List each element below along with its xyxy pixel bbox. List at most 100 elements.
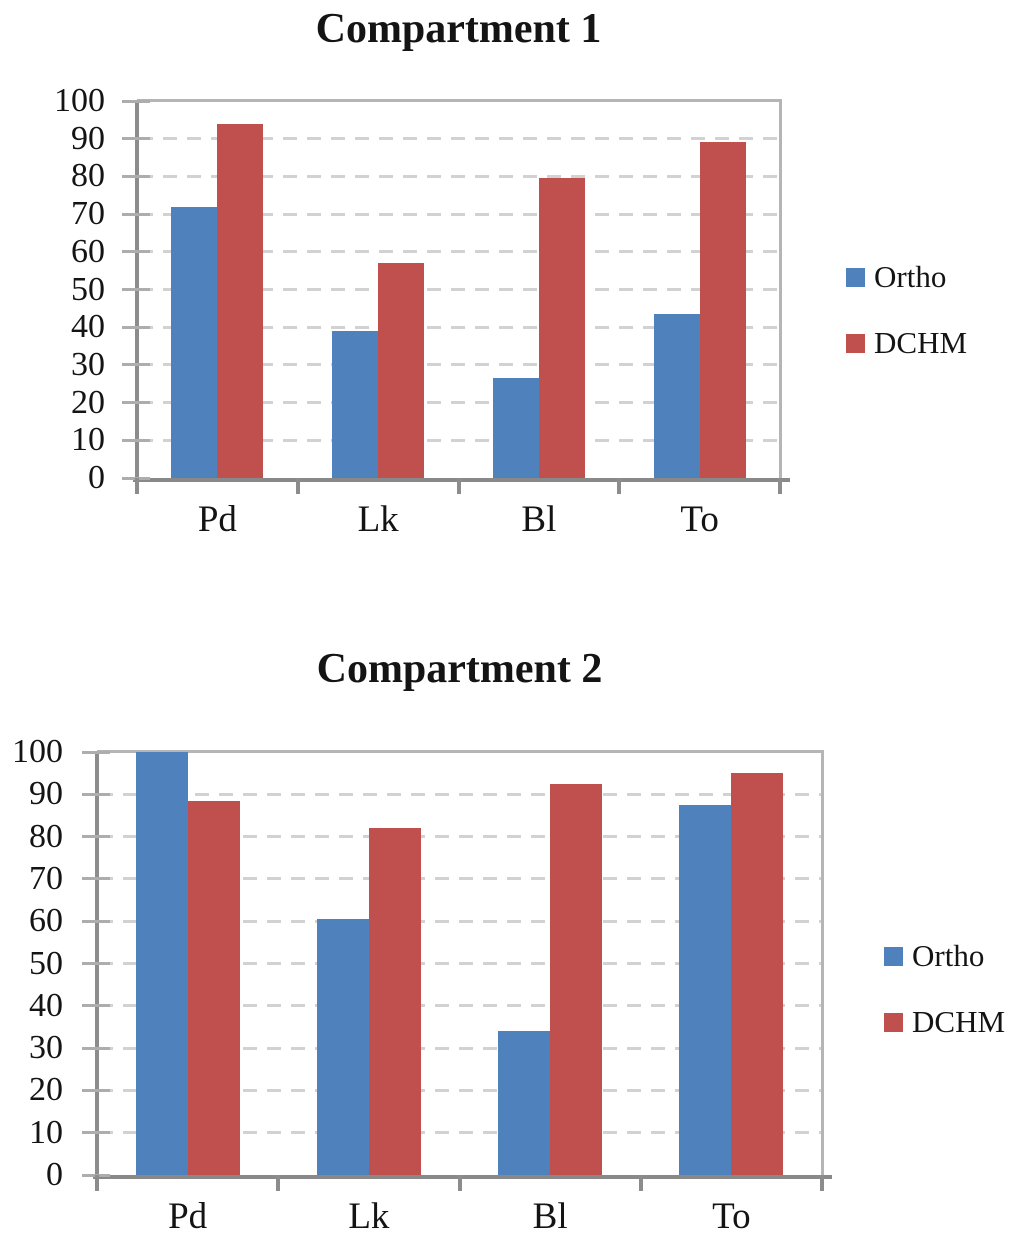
x-tick-boundary-4 [820, 1175, 824, 1191]
bar-ortho-to [653, 314, 700, 478]
bar-dchm-bl [538, 178, 585, 478]
gridline-30 [139, 363, 780, 367]
x-axis-line [133, 478, 790, 482]
y-tick-70 [122, 212, 150, 216]
x-tick-boundary-1 [295, 478, 300, 494]
x-axis-label-to: To [680, 499, 719, 540]
legend-label-dchm: DCHM [874, 325, 968, 360]
y-tick-10 [82, 1131, 110, 1135]
bar-ortho-bl [498, 1031, 551, 1175]
bar-ortho-lk [316, 919, 369, 1175]
y-tick-100 [122, 99, 150, 103]
y-axis-label-100: 100 [12, 733, 63, 770]
bar-ortho-pd [135, 752, 188, 1175]
x-tick-boundary-3 [638, 1175, 643, 1191]
bar-ortho-bl [492, 378, 539, 478]
bar-dchm-bl [550, 783, 603, 1175]
y-axis-label-0: 0 [46, 1156, 63, 1193]
y-axis-label-30: 30 [29, 1029, 63, 1067]
bar-dchm-to [731, 773, 784, 1175]
gridline-50 [99, 962, 822, 965]
plot-frame-top-border [97, 750, 822, 753]
gridline-60 [99, 919, 822, 923]
y-tick-30 [122, 363, 150, 367]
gridline-10 [99, 1131, 822, 1135]
gridline-40 [99, 1004, 822, 1008]
y-axis-label-20: 20 [71, 383, 105, 421]
legend-label-ortho: Ortho [912, 938, 985, 973]
legend-entry-dchm: DCHM [884, 1004, 1005, 1040]
y-tick-100 [82, 750, 110, 754]
x-tick-boundary-1 [276, 1175, 281, 1191]
gridline-90 [139, 137, 780, 141]
x-axis-line [93, 1175, 832, 1179]
y-axis-label-90: 90 [71, 119, 105, 157]
y-axis-label-0: 0 [88, 459, 105, 496]
legend-swatch-dchm [846, 333, 865, 353]
plot-frame-right-border [779, 99, 782, 478]
y-tick-60 [122, 250, 150, 254]
y-axis-label-60: 60 [71, 232, 105, 270]
gridline-20 [99, 1088, 822, 1092]
plot-frame-top-border [137, 99, 780, 102]
y-axis-label-80: 80 [71, 157, 105, 195]
legend-entry-dchm: DCHM [846, 325, 967, 361]
legend-swatch-dchm [884, 1012, 903, 1032]
y-axis-label-40: 40 [71, 308, 105, 346]
bar-dchm-pd [217, 123, 264, 478]
y-tick-50 [82, 962, 110, 965]
x-axis-label-pd: Pd [197, 499, 237, 540]
y-tick-90 [82, 792, 110, 796]
y-axis-label-60: 60 [29, 902, 63, 940]
gridline-10 [139, 438, 780, 442]
gridline-30 [99, 1046, 822, 1050]
y-tick-10 [122, 438, 150, 442]
y-tick-70 [82, 877, 110, 881]
y-axis-label-40: 40 [29, 986, 63, 1024]
y-tick-80 [82, 835, 110, 839]
y-tick-40 [82, 1004, 110, 1008]
y-tick-50 [122, 288, 150, 291]
y-tick-90 [122, 137, 150, 141]
y-axis-label-50: 50 [29, 944, 63, 982]
y-tick-60 [82, 919, 110, 923]
x-axis-label-lk: Lk [357, 499, 399, 540]
y-axis-label-10: 10 [71, 421, 105, 459]
legend: Ortho DCHM [846, 259, 967, 361]
bar-dchm-lk [378, 263, 425, 478]
y-axis-label-10: 10 [29, 1113, 63, 1151]
x-axis-label-pd: Pd [168, 1196, 208, 1237]
y-axis-line [135, 101, 139, 484]
y-axis-label-20: 20 [29, 1071, 63, 1109]
gridline-20 [139, 401, 780, 405]
legend-label-dchm: DCHM [912, 1004, 1006, 1039]
y-tick-40 [122, 325, 150, 329]
legend-label-ortho: Ortho [874, 259, 947, 294]
y-tick-30 [82, 1046, 110, 1050]
x-axis-label-bl: Bl [532, 1196, 568, 1237]
y-axis-label-90: 90 [29, 775, 63, 813]
x-axis-label-bl: Bl [521, 499, 557, 540]
chart-title: Compartment 1 [315, 6, 602, 52]
bar-ortho-pd [171, 206, 218, 478]
legend-entry-ortho: Ortho [884, 938, 1005, 974]
chart-title: Compartment 2 [316, 646, 603, 692]
y-axis-line [95, 752, 99, 1181]
y-tick-80 [122, 174, 150, 178]
x-tick-boundary-2 [456, 478, 461, 494]
plot-area [82, 750, 832, 1191]
gridline-90 [99, 792, 822, 796]
y-tick-20 [122, 401, 150, 405]
gridline-60 [139, 250, 780, 254]
x-tick-boundary-3 [617, 478, 622, 494]
plot-frame-right-border [821, 750, 824, 1175]
x-tick-boundary-4 [778, 478, 782, 494]
y-axis-label-50: 50 [71, 270, 105, 308]
bar-dchm-lk [368, 828, 421, 1175]
x-axis-label-to: To [712, 1196, 751, 1237]
gridline-70 [139, 212, 780, 216]
gridline-80 [99, 835, 822, 839]
bar-dchm-pd [187, 800, 240, 1175]
legend-entry-ortho: Ortho [846, 259, 967, 295]
x-axis-label-lk: Lk [348, 1196, 390, 1237]
